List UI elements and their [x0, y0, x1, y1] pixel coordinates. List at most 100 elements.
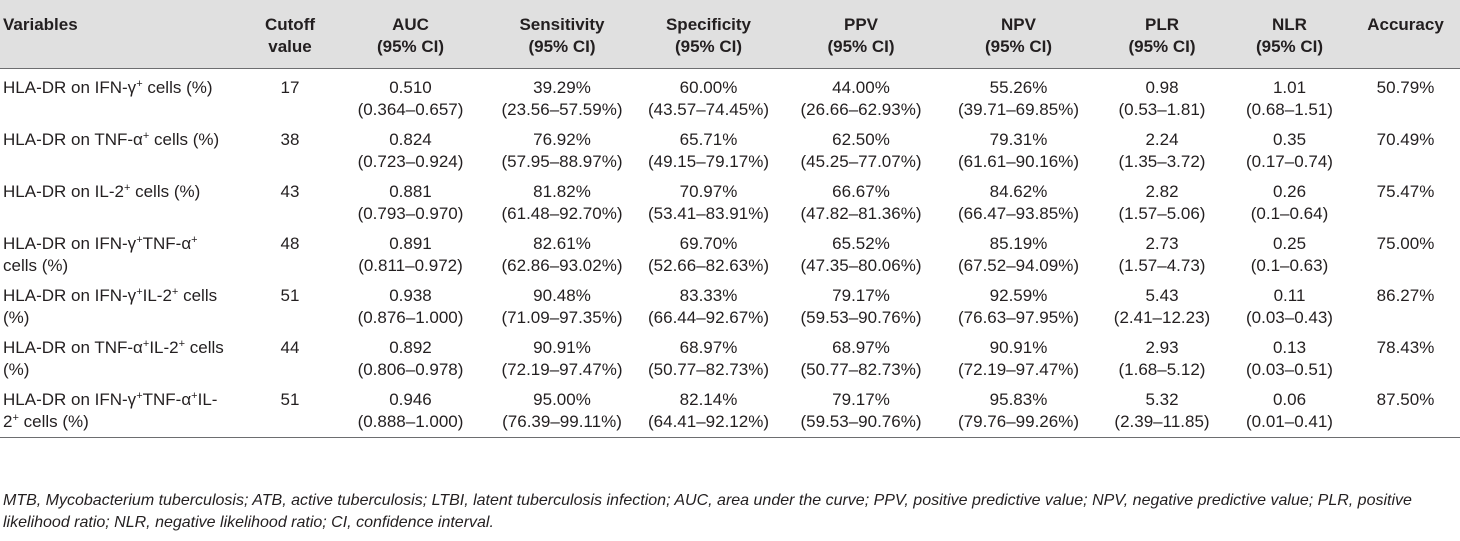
header-npv-line1: NPV: [1001, 15, 1036, 34]
cell-auc: 0.510 (0.364–0.657): [357, 78, 464, 119]
header-plr: PLR (95% CI): [1096, 0, 1228, 69]
cell-nlr: 0.25 (0.1–0.63): [1250, 234, 1329, 275]
cell-nlr: 0.13 (0.03–0.51): [1246, 338, 1333, 379]
cell-sensitivity: 81.82% (61.48–92.70%): [501, 182, 623, 223]
cell-sensitivity: 90.48% (71.09–97.35%): [501, 286, 623, 327]
cell-accuracy: 78.43%: [1376, 338, 1435, 357]
cell-nlr: 1.01 (0.68–1.51): [1246, 78, 1333, 119]
header-auc: AUC (95% CI): [333, 0, 488, 69]
cell-auc: 0.938 (0.876–1.000): [357, 286, 464, 327]
cell-variable: HLA-DR on IL-2+ cells (%): [3, 182, 201, 201]
cell-ppv: 79.17% (59.53–90.76%): [800, 286, 922, 327]
cell-auc: 0.946 (0.888–1.000): [333, 381, 488, 438]
cell-plr: 2.24 (1.35–3.72): [1118, 130, 1206, 171]
header-npv-line2: (95% CI): [984, 37, 1053, 56]
header-ppv-line2: (95% CI): [827, 37, 895, 56]
header-specificity: Specificity (95% CI): [636, 0, 781, 69]
header-variables: Variables: [0, 0, 247, 69]
header-cutoff-line1: Cutoff: [264, 15, 316, 34]
cell-nlr: 0.35 (0.17–0.74): [1246, 130, 1333, 171]
cell-variable: HLA-DR on TNF-α+ cells (%): [3, 130, 220, 149]
cell-accuracy: 86.27%: [1376, 286, 1435, 305]
cell-cutoff: 51: [280, 286, 300, 305]
cell-ppv: 65.52% (47.35–80.06%): [800, 234, 922, 275]
header-cutoff-line2: value: [268, 37, 312, 56]
cell-npv: 79.31% (61.61–90.16%): [958, 130, 1079, 171]
header-npv: NPV (95% CI): [941, 0, 1096, 69]
header-ppv: PPV (95% CI): [781, 0, 941, 69]
header-sensitivity: Sensitivity (95% CI): [488, 0, 636, 69]
header-row: Variables Cutoff value AUC (95% CI) Sensit…: [0, 0, 1460, 69]
table-row: HLA-DR on TNF-α+ cells (%) 38 0.824 (0.72…: [0, 121, 1460, 173]
cell-specificity: 65.71% (49.15–79.17%): [648, 130, 769, 171]
cell-cutoff: 43: [280, 182, 300, 201]
header-sensitivity-line1: Sensitivity: [519, 15, 605, 34]
cell-specificity: 68.97% (50.77–82.73%): [648, 338, 769, 379]
cell-specificity: 60.00% (43.57–74.45%): [648, 78, 769, 119]
results-table: Variables Cutoff value AUC (95% CI) Sensit…: [0, 0, 1460, 438]
header-auc-line2: (95% CI): [376, 37, 445, 56]
table-row: HLA-DR on IFN-γ+TNF-α+IL- 2+ cells (%) 51…: [0, 381, 1460, 438]
cell-auc: 0.881 (0.793–0.970): [357, 182, 464, 223]
cell-nlr: 0.11 (0.03–0.43): [1246, 286, 1333, 327]
cell-ppv: 66.67% (47.82–81.36%): [800, 182, 922, 223]
cell-ppv: 79.17% (59.53–90.76%): [781, 381, 941, 438]
header-sensitivity-line2: (95% CI): [528, 37, 596, 56]
cell-plr: 5.32 (2.39–11.85): [1096, 381, 1228, 438]
table-row: HLA-DR on IFN-γ+ cells (%) 17 0.510 (0.36…: [0, 69, 1460, 122]
cell-specificity: 82.14% (64.41–92.12%): [636, 381, 781, 438]
cell-npv: 85.19% (67.52–94.09%): [958, 234, 1079, 275]
cell-accuracy: 75.47%: [1376, 182, 1435, 201]
cell-auc: 0.824 (0.723–0.924): [357, 130, 464, 171]
header-nlr: NLR (95% CI): [1228, 0, 1351, 69]
cell-specificity: 83.33% (66.44–92.67%): [648, 286, 769, 327]
cell-specificity: 69.70% (52.66–82.63%): [648, 234, 769, 275]
header-cutoff: Cutoff value: [247, 0, 333, 69]
cell-npv: 95.83% (79.76–99.26%): [941, 381, 1096, 438]
cell-sensitivity: 76.92% (57.95–88.97%): [501, 130, 623, 171]
table-row: HLA-DR on IFN-γ+TNF-α+ cells (%) 48 0.891…: [0, 225, 1460, 277]
cell-plr: 2.73 (1.57–4.73): [1118, 234, 1206, 275]
header-accuracy: Accuracy: [1351, 0, 1460, 69]
cell-variable: HLA-DR on IFN-γ+TNF-α+IL- 2+ cells (%): [0, 381, 247, 438]
cell-ppv: 68.97% (50.77–82.73%): [800, 338, 922, 379]
cell-variable: HLA-DR on IFN-γ+TNF-α+ cells (%): [3, 234, 198, 275]
cell-variable: HLA-DR on TNF-α+IL-2+ cells (%): [3, 338, 224, 379]
cell-cutoff: 44: [280, 338, 300, 357]
cell-variable: HLA-DR on IFN-γ+ cells (%): [3, 78, 213, 97]
cell-nlr: 0.06 (0.01–0.41): [1228, 381, 1351, 438]
cell-accuracy: 87.50%: [1351, 381, 1460, 438]
header-plr-line1: PLR: [1145, 15, 1179, 34]
cell-plr: 2.82 (1.57–5.06): [1118, 182, 1206, 223]
cell-nlr: 0.26 (0.1–0.64): [1250, 182, 1329, 223]
header-specificity-line2: (95% CI): [674, 37, 743, 56]
cell-cutoff: 48: [280, 234, 300, 253]
table-row: HLA-DR on IL-2+ cells (%) 43 0.881 (0.793…: [0, 173, 1460, 225]
header-nlr-line1: NLR: [1272, 15, 1307, 34]
cell-plr: 2.93 (1.68–5.12): [1118, 338, 1206, 379]
cell-plr: 0.98 (0.53–1.81): [1118, 78, 1206, 119]
cell-accuracy: 50.79%: [1376, 78, 1435, 97]
cell-accuracy: 70.49%: [1376, 130, 1435, 149]
cell-ppv: 44.00% (26.66–62.93%): [800, 78, 922, 119]
cell-cutoff: 38: [280, 130, 300, 149]
header-auc-line1: AUC: [392, 15, 429, 34]
cell-plr: 5.43 (2.41–12.23): [1113, 286, 1211, 327]
cell-sensitivity: 95.00% (76.39–99.11%): [488, 381, 636, 438]
header-specificity-line1: Specificity: [665, 15, 752, 34]
cell-auc: 0.892 (0.806–0.978): [357, 338, 464, 379]
cell-npv: 90.91% (72.19–97.47%): [958, 338, 1079, 379]
cell-npv: 84.62% (66.47–93.85%): [958, 182, 1079, 223]
table-footnote: MTB, Mycobacterium tuberculosis; ATB, ac…: [3, 492, 1412, 531]
cell-variable: HLA-DR on IFN-γ+IL-2+ cells (%): [3, 286, 218, 327]
cell-sensitivity: 39.29% (23.56–57.59%): [501, 78, 623, 119]
cell-npv: 92.59% (76.63–97.95%): [958, 286, 1079, 327]
cell-accuracy: 75.00%: [1376, 234, 1435, 253]
header-nlr-line2: (95% CI): [1255, 37, 1324, 56]
cell-npv: 55.26% (39.71–69.85%): [958, 78, 1079, 119]
table-row: HLA-DR on TNF-α+IL-2+ cells (%) 44 0.892(…: [0, 329, 1460, 381]
cell-ppv: 62.50% (45.25–77.07%): [800, 130, 922, 171]
header-ppv-line1: PPV: [843, 15, 879, 34]
cell-auc: 0.891 (0.811–0.972): [358, 234, 463, 275]
